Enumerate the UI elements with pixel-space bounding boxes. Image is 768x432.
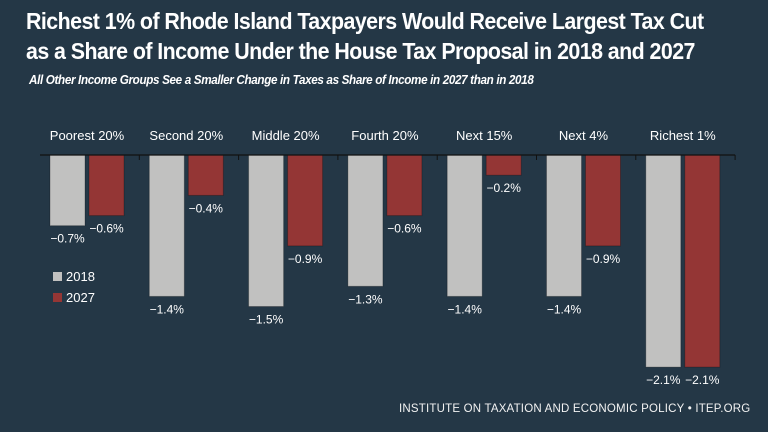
legend-label-2027: 2027 xyxy=(66,290,95,305)
category-label: Poorest 20% xyxy=(50,128,125,143)
bar-2027 xyxy=(287,154,324,247)
bar-2027 xyxy=(187,154,224,196)
data-label-2018: −1.5% xyxy=(249,313,284,327)
bar-2018 xyxy=(49,154,86,227)
bar-2018 xyxy=(248,154,285,307)
bar-2027 xyxy=(485,154,522,176)
data-label-2027: −0.6% xyxy=(89,222,124,236)
legend-swatch-2018 xyxy=(53,272,62,281)
category-label: Richest 1% xyxy=(650,128,716,143)
data-label-2018: −1.3% xyxy=(348,292,383,306)
category-label: Next 4% xyxy=(559,128,609,143)
chart-subtitle: All Other Income Groups See a Smaller Ch… xyxy=(29,72,534,87)
bar-2027 xyxy=(386,154,423,217)
data-label-2018: −0.7% xyxy=(50,232,85,246)
source-footer: INSTITUTE ON TAXATION AND ECONOMIC POLIC… xyxy=(399,403,751,415)
bar-2027 xyxy=(684,154,721,368)
bar-2018 xyxy=(347,154,384,287)
bar-2018 xyxy=(148,154,185,297)
bar-2018 xyxy=(645,154,682,368)
category-label: Second 20% xyxy=(149,128,223,143)
data-label-2018: −1.4% xyxy=(547,302,582,316)
bar-2018 xyxy=(546,154,582,297)
data-label-2027: −0.9% xyxy=(288,252,323,266)
data-label-2027: −2.1% xyxy=(685,373,720,387)
category-label: Next 15% xyxy=(456,128,513,143)
bar-2027 xyxy=(585,154,621,247)
data-label-2018: −1.4% xyxy=(448,302,483,316)
bar-2027 xyxy=(88,154,125,217)
legend-label-2018: 2018 xyxy=(66,269,95,284)
data-label-2018: −2.1% xyxy=(646,373,681,387)
category-label: Middle 20% xyxy=(252,128,320,143)
data-label-2027: −0.4% xyxy=(189,201,224,215)
data-label-2027: −0.9% xyxy=(586,252,621,266)
data-label-2018: −1.4% xyxy=(150,302,185,316)
chart-title: Richest 1% of Rhode Island Taxpayers Wou… xyxy=(26,8,704,64)
legend-swatch-2027 xyxy=(53,293,62,302)
data-label-2027: −0.2% xyxy=(487,181,522,195)
bar-2018 xyxy=(446,154,483,297)
category-label: Fourth 20% xyxy=(351,128,419,143)
data-label-2027: −0.6% xyxy=(387,222,422,236)
